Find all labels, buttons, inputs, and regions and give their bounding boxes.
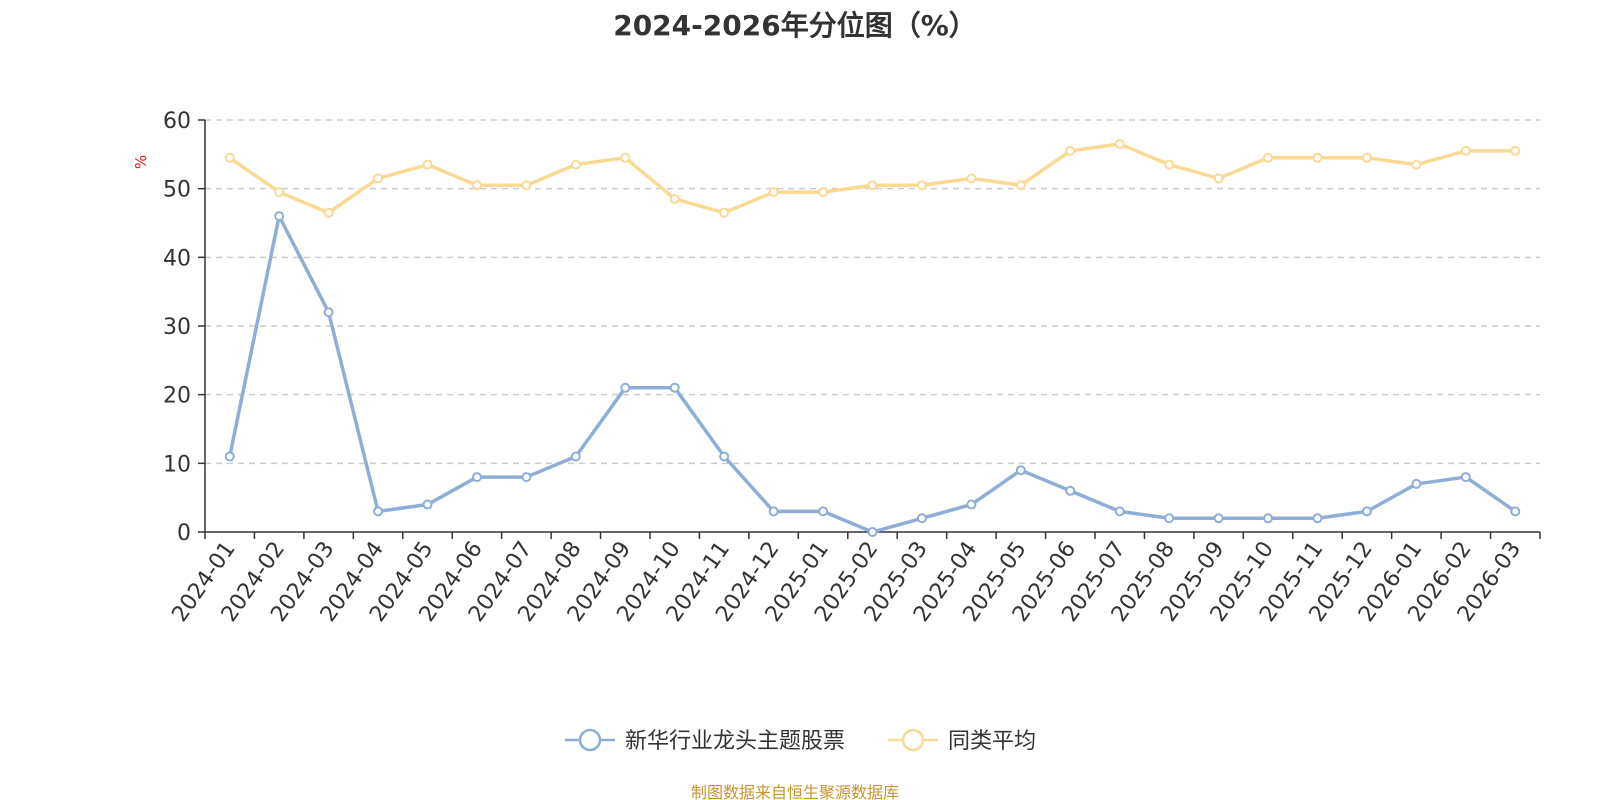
series-1 — [224, 211, 1521, 537]
data-point — [1213, 173, 1224, 184]
y-tick-label: 60 — [163, 109, 191, 134]
data-point — [570, 159, 581, 170]
data-point — [1361, 506, 1372, 517]
legend-item-2: 同类平均 — [888, 728, 1036, 754]
y-tick-label: 0 — [177, 521, 191, 546]
legend-item-1: 新华行业龙头主题股票 — [565, 728, 845, 754]
data-point — [916, 513, 927, 524]
data-point — [818, 506, 829, 517]
legend-label: 新华行业龙头主题股票 — [625, 729, 845, 754]
data-point — [1411, 478, 1422, 489]
data-point — [224, 451, 235, 462]
series-line — [227, 142, 1518, 215]
legend-label: 同类平均 — [948, 729, 1036, 754]
y-tick-label: 20 — [163, 384, 191, 409]
data-point — [323, 307, 334, 318]
data-point — [1460, 472, 1471, 483]
series-2 — [224, 139, 1521, 218]
data-point — [1460, 145, 1471, 156]
data-point — [867, 180, 878, 191]
data-point — [373, 173, 384, 184]
data-point — [1263, 152, 1274, 163]
y-axis-label: % — [132, 155, 150, 169]
data-point — [1361, 152, 1372, 163]
data-point — [867, 527, 878, 537]
legend-marker — [578, 728, 602, 752]
data-point — [1065, 485, 1076, 496]
data-point — [323, 207, 334, 218]
legend-marker — [901, 728, 925, 752]
data-point — [422, 499, 433, 510]
data-point — [1312, 152, 1323, 163]
data-point — [1411, 159, 1422, 170]
data-point — [471, 472, 482, 483]
data-point — [1065, 145, 1076, 156]
data-point — [521, 472, 532, 483]
y-tick-label: 30 — [163, 315, 191, 340]
data-point — [274, 211, 285, 222]
data-point — [1510, 506, 1521, 517]
series-line — [227, 214, 1518, 534]
data-point — [1114, 139, 1125, 150]
data-point — [916, 180, 927, 191]
data-point — [373, 506, 384, 517]
source-note: 制图数据来自恒生聚源数据库 — [690, 783, 899, 800]
chart-title: 2024-2026年分位图（%） — [613, 9, 977, 42]
data-point — [1312, 513, 1323, 524]
data-point — [768, 187, 779, 198]
data-point — [1015, 465, 1026, 476]
data-point — [966, 499, 977, 510]
data-point — [422, 159, 433, 170]
grid-lines — [205, 119, 1540, 465]
data-point — [669, 382, 680, 393]
y-tick-label: 50 — [163, 178, 191, 203]
data-point — [1213, 513, 1224, 524]
legend: 新华行业龙头主题股票 同类平均 — [565, 728, 1036, 754]
data-point — [1015, 180, 1026, 191]
data-point — [1510, 145, 1521, 156]
data-point — [274, 187, 285, 198]
data-point — [966, 173, 977, 184]
data-point — [521, 180, 532, 191]
data-point — [768, 506, 779, 517]
data-point — [1114, 506, 1125, 517]
data-point — [570, 451, 581, 462]
data-point — [669, 193, 680, 204]
data-point — [719, 207, 730, 218]
y-tick-label: 40 — [163, 246, 191, 271]
data-point — [719, 451, 730, 462]
data-point — [224, 152, 235, 163]
data-point — [1263, 513, 1274, 524]
data-point — [1164, 159, 1175, 170]
data-point — [818, 187, 829, 198]
data-point — [1164, 513, 1175, 524]
series-lines — [224, 139, 1521, 537]
y-tick-label: 10 — [163, 452, 191, 477]
data-point — [471, 180, 482, 191]
data-point — [620, 152, 631, 163]
data-point — [620, 382, 631, 393]
